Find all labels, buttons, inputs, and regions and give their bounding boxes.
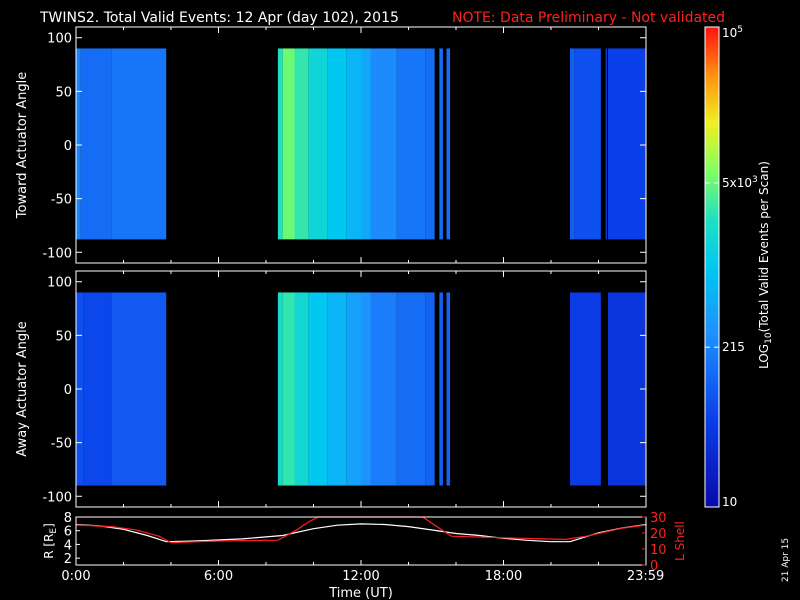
lshell-tick-label: 10 (650, 543, 667, 558)
away-segment-10 (370, 292, 397, 486)
toward-segment-3 (277, 48, 283, 240)
toward-segment-15 (570, 48, 575, 240)
away-segment-7 (327, 292, 347, 486)
toward-segment-13 (439, 48, 443, 240)
away-ytick-label: 0 (64, 383, 72, 398)
time-tick-label: 18:00 (485, 569, 522, 584)
orbit-lines (75, 516, 647, 544)
time-axis: 0:00 6:00 12:00 18:00 23:59 (61, 560, 664, 584)
toward-segment-16 (574, 48, 601, 240)
away-segment-9 (361, 292, 371, 486)
toward-y-axis: -100 -50 0 50 100 (42, 27, 647, 263)
radius-label-sub: E (49, 528, 59, 534)
away-segment-5 (294, 292, 309, 486)
radius-label-end: ] (42, 523, 56, 528)
time-tick-label: 12:00 (342, 569, 379, 584)
away-heatmap (76, 292, 646, 486)
away-y-label: Away Actuator Angle (15, 321, 30, 456)
orbit-series-radius (75, 523, 647, 543)
away-ytick-label: -100 (42, 490, 72, 505)
toward-ytick-label: 100 (47, 32, 72, 47)
toward-segment-11 (396, 48, 426, 240)
chart-title: TWINS2. Total Valid Events: 12 Apr (day … (39, 10, 399, 26)
colorbar-label-pre: LOG (757, 344, 771, 369)
away-segment-2 (111, 292, 167, 486)
toward-segment-7 (327, 48, 347, 240)
lshell-tick-label: 20 (650, 527, 667, 542)
toward-segment-17 (605, 48, 607, 240)
colorbar-tick-label: 10 (722, 495, 737, 509)
colorbar-tick-label: 105 (722, 25, 743, 40)
toward-segment-4 (282, 48, 295, 240)
lshell-tick-label: 0 (650, 559, 658, 574)
toward-ytick-label: 50 (55, 85, 72, 100)
time-tick-label: 0:00 (61, 569, 90, 584)
radius-tick-label: 2 (64, 552, 72, 567)
radius-tick-label: 6 (64, 525, 72, 540)
toward-heatmap (76, 48, 646, 240)
toward-y-label: Toward Actuator Angle (15, 72, 30, 219)
colorbar-label-post: (Total Valid Events per Scan) (757, 161, 771, 332)
toward-panel: -100 -50 0 50 100 Toward Actuator Angle (15, 26, 647, 264)
lshell-axis-label: L Shell (673, 521, 687, 561)
away-segment-6 (308, 292, 328, 486)
toward-segment-1 (80, 48, 112, 240)
colorbar-label: LOG10(Total Valid Events per Scan) (757, 161, 774, 369)
colorbar-tick-label: 5x103 (722, 175, 758, 190)
colorbar-ticks: 105 5x103 215 10 (705, 25, 758, 509)
away-segment-3 (277, 292, 283, 486)
toward-ytick-label: -50 (51, 193, 72, 208)
radius-label-main: R [R (42, 534, 56, 559)
colorbar-label-sub: 10 (764, 332, 774, 344)
toward-segment-14 (446, 48, 451, 240)
away-y-axis: -100 -50 0 50 100 (42, 271, 647, 507)
time-axis-label: Time (UT) (328, 586, 393, 600)
toward-segment-5 (294, 48, 309, 240)
away-ytick-label: 50 (55, 329, 72, 344)
toward-segment-12 (425, 48, 435, 240)
time-tick-label: 6:00 (204, 569, 233, 584)
orbit-series-lshell (75, 516, 647, 544)
away-segment-12 (425, 292, 435, 486)
away-segment-14 (446, 292, 451, 486)
radius-tick-label: 4 (64, 538, 72, 553)
away-segment-4 (282, 292, 295, 486)
toward-segment-0 (76, 48, 81, 240)
toward-ytick-label: -100 (42, 246, 72, 261)
time-tick-label: 23:59 (627, 569, 664, 584)
colorbar-gradient (705, 27, 719, 507)
away-ytick-label: 100 (47, 276, 72, 291)
toward-segment-10 (370, 48, 397, 240)
toward-segment-18 (608, 48, 646, 240)
toward-ytick-label: 0 (64, 139, 72, 154)
toward-segment-9 (361, 48, 371, 240)
radius-axis-label: R [RE] (42, 523, 59, 559)
away-segment-15 (570, 292, 601, 486)
radius-tick-label: 8 (64, 511, 72, 526)
toward-segment-8 (346, 48, 361, 240)
lshell-tick-label: 30 (650, 511, 667, 526)
toward-segment-2 (111, 48, 167, 240)
away-panel: -100 -50 0 50 100 Away Actuator Angle (15, 270, 647, 508)
away-segment-11 (396, 292, 426, 486)
colorbar-frame (704, 26, 720, 508)
colorbar-tick-label: 215 (722, 340, 745, 354)
away-segment-13 (439, 292, 443, 486)
toward-segment-6 (308, 48, 328, 240)
away-ytick-label: -50 (51, 437, 72, 452)
away-segment-16 (608, 292, 646, 486)
preliminary-note: NOTE: Data Preliminary - Not validated (452, 10, 725, 26)
away-segment-1 (83, 292, 112, 486)
date-stamp: 21 Apr 15 (781, 538, 791, 582)
away-segment-8 (346, 292, 361, 486)
